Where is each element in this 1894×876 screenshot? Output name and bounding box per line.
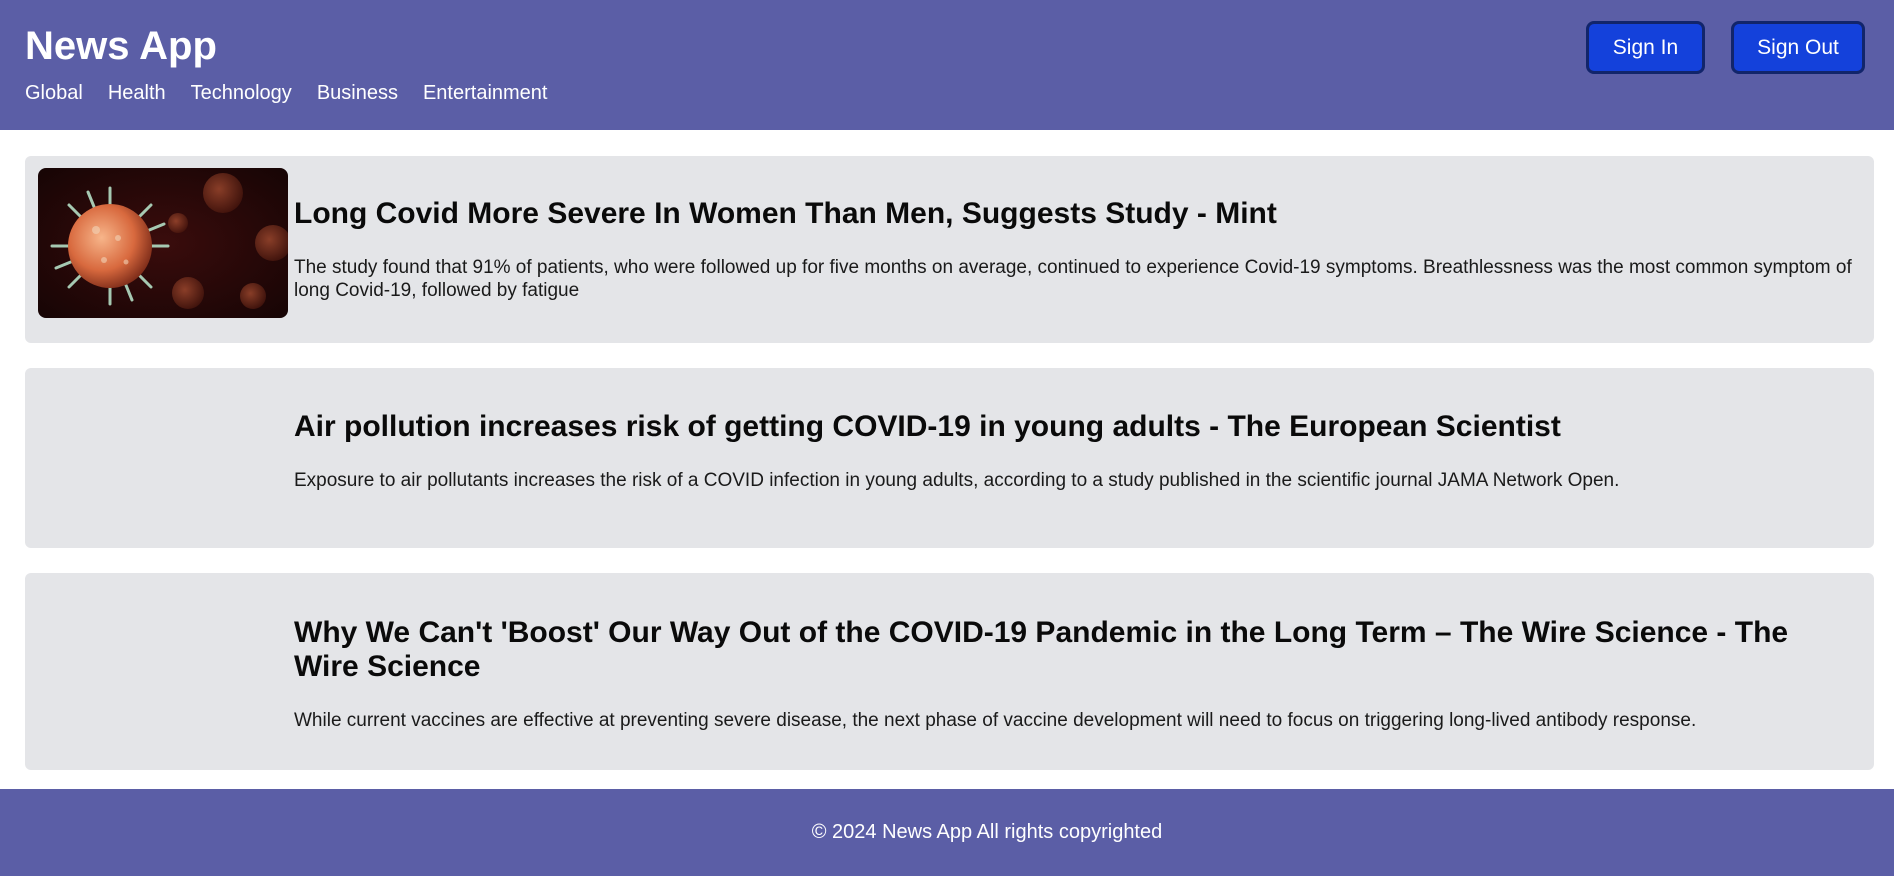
article-image[interactable] [38, 168, 288, 318]
article-summary: The study found that 91% of patients, wh… [294, 257, 1852, 301]
nav-link-global[interactable]: Global [25, 82, 83, 104]
copyright-text: © 2024 News App All rights copyrighted [811, 821, 1163, 843]
news-card[interactable]: Air pollution increases risk of getting … [25, 368, 1874, 548]
app-title: News App [25, 24, 217, 68]
article-summary: Exposure to air pollutants increases the… [294, 470, 1620, 491]
nav-link-entertainment[interactable]: Entertainment [422, 82, 548, 104]
nav-link-business[interactable]: Business [316, 82, 398, 104]
article-title[interactable]: Air pollution increases risk of getting … [294, 410, 1561, 443]
article-image[interactable] [38, 585, 288, 591]
sign-in-button[interactable]: Sign In [1586, 21, 1705, 74]
article-summary: While current vaccines are effective at … [294, 710, 1697, 731]
auth-buttons: Sign In Sign Out [1586, 21, 1865, 74]
news-card[interactable]: Why We Can't 'Boost' Our Way Out of the … [25, 573, 1874, 770]
app-header: News App Global Health Technology Busine… [0, 0, 1894, 130]
app-footer: © 2024 News App All rights copyrighted [0, 789, 1894, 876]
article-title[interactable]: Long Covid More Severe In Women Than Men… [294, 197, 1277, 230]
news-card[interactable]: Long Covid More Severe In Women Than Men… [25, 156, 1874, 343]
sign-out-button[interactable]: Sign Out [1731, 21, 1865, 74]
coronavirus-image [38, 168, 288, 318]
category-nav: Global Health Technology Business Entert… [25, 81, 547, 105]
article-title[interactable]: Why We Can't 'Boost' Our Way Out of the … [294, 616, 1789, 683]
nav-link-health[interactable]: Health [107, 82, 166, 104]
nav-link-technology[interactable]: Technology [190, 82, 292, 104]
